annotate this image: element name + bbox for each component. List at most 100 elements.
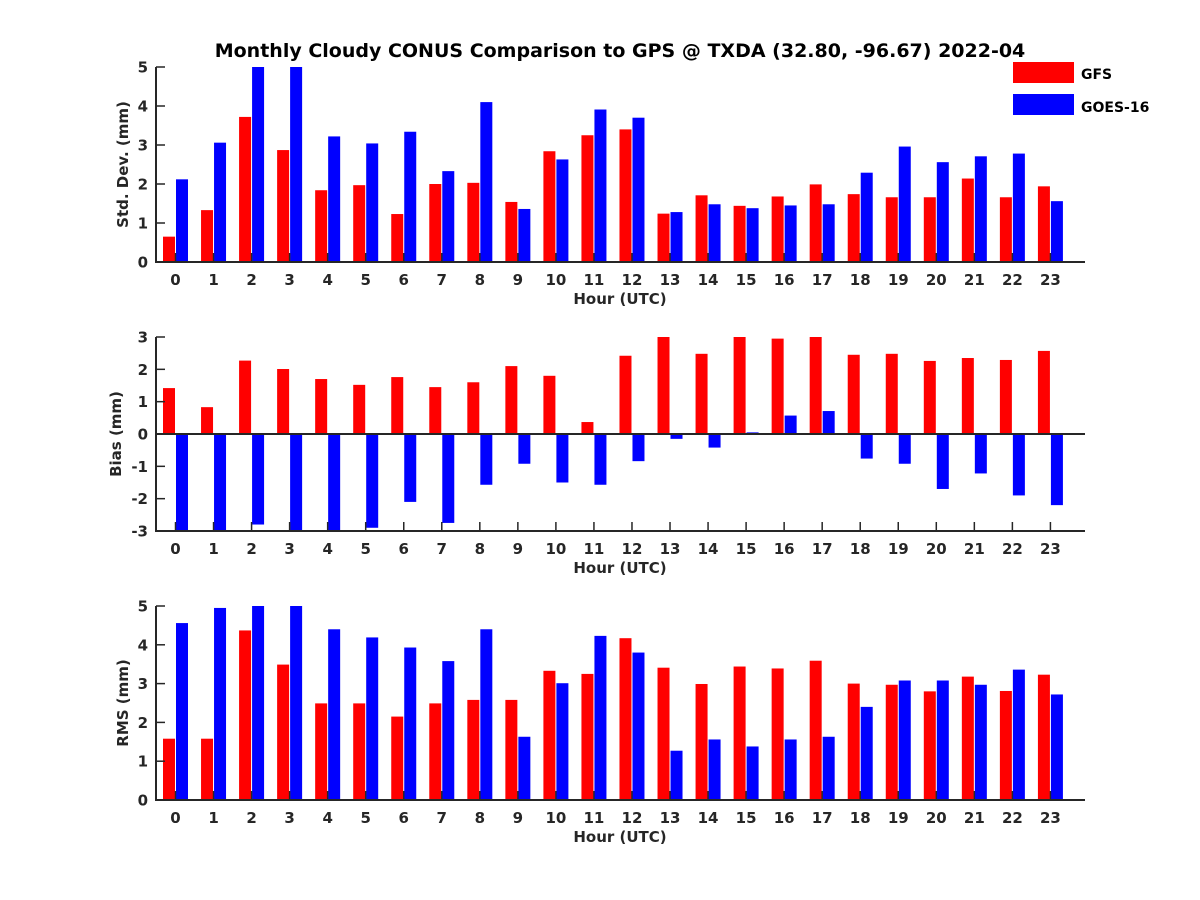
bar-gfs-hour-14 bbox=[695, 195, 708, 262]
bar-goes16-hour-16 bbox=[784, 739, 797, 800]
bar-goes16-hour-14 bbox=[708, 434, 721, 448]
x-tick-label: 17 bbox=[812, 540, 833, 558]
x-tick-label: 12 bbox=[622, 809, 643, 827]
x-tick-label: 2 bbox=[246, 271, 256, 289]
y-tick-label: 1 bbox=[138, 215, 148, 233]
x-tick-label: 9 bbox=[513, 540, 523, 558]
bar-goes16-hour-4 bbox=[328, 136, 341, 262]
y-tick-label: 1 bbox=[138, 753, 148, 771]
x-axis-label: Hour (UTC) bbox=[573, 828, 666, 846]
bar-goes16-hour-19 bbox=[898, 434, 911, 464]
bar-gfs-hour-22 bbox=[999, 690, 1012, 800]
bar-gfs-hour-10 bbox=[543, 151, 556, 262]
bar-gfs-hour-6 bbox=[391, 214, 404, 262]
legend-label-goes16: GOES-16 bbox=[1081, 100, 1149, 116]
x-tick-label: 8 bbox=[475, 809, 485, 827]
bar-gfs-hour-8 bbox=[467, 182, 480, 262]
bar-goes16-hour-12 bbox=[632, 652, 645, 800]
x-tick-label: 13 bbox=[660, 271, 681, 289]
x-tick-label: 6 bbox=[399, 271, 409, 289]
figure-title: Monthly Cloudy CONUS Comparison to GPS @… bbox=[215, 40, 1026, 62]
x-tick-label: 11 bbox=[584, 540, 605, 558]
bar-goes16-hour-10 bbox=[556, 683, 569, 800]
x-tick-label: 23 bbox=[1040, 809, 1061, 827]
x-tick-label: 9 bbox=[513, 809, 523, 827]
y-tick-label: -1 bbox=[131, 458, 148, 476]
bar-gfs-hour-22 bbox=[999, 197, 1012, 262]
bar-goes16-hour-23 bbox=[1050, 201, 1063, 262]
y-tick-label: -2 bbox=[131, 490, 148, 508]
bar-gfs-hour-15 bbox=[733, 666, 746, 800]
x-tick-label: 7 bbox=[437, 809, 447, 827]
legend-swatch-gfs bbox=[1013, 62, 1074, 83]
bar-gfs-hour-0 bbox=[163, 388, 175, 434]
x-tick-label: 2 bbox=[246, 809, 256, 827]
bar-gfs-hour-15 bbox=[733, 205, 746, 262]
bar-goes16-hour-4 bbox=[328, 629, 341, 800]
bar-goes16-hour-4 bbox=[328, 434, 341, 531]
x-tick-label: 13 bbox=[660, 809, 681, 827]
bar-gfs-hour-6 bbox=[391, 716, 404, 800]
bar-goes16-hour-7 bbox=[442, 434, 455, 523]
x-tick-label: 22 bbox=[1002, 809, 1023, 827]
x-tick-label: 10 bbox=[545, 809, 566, 827]
y-tick-label: 5 bbox=[138, 59, 148, 77]
x-tick-label: 15 bbox=[736, 271, 757, 289]
bar-gfs-hour-5 bbox=[353, 384, 366, 434]
bar-goes16-hour-7 bbox=[442, 171, 455, 262]
bar-gfs-hour-13 bbox=[657, 337, 670, 434]
bar-goes16-hour-3 bbox=[290, 606, 303, 800]
bar-gfs-hour-3 bbox=[277, 369, 290, 434]
x-tick-label: 19 bbox=[888, 271, 909, 289]
bar-gfs-hour-4 bbox=[315, 703, 328, 800]
y-tick-label: 3 bbox=[138, 137, 148, 155]
x-tick-label: 15 bbox=[736, 809, 757, 827]
bar-gfs-hour-12 bbox=[619, 638, 632, 800]
x-tick-label: 17 bbox=[812, 809, 833, 827]
x-tick-label: 7 bbox=[437, 540, 447, 558]
bar-gfs-hour-2 bbox=[239, 360, 252, 434]
y-tick-label: 5 bbox=[138, 598, 148, 616]
bar-goes16-hour-17 bbox=[822, 736, 835, 800]
bar-goes16-hour-19 bbox=[898, 680, 911, 800]
x-axis-label: Hour (UTC) bbox=[573, 559, 666, 577]
bar-goes16-hour-19 bbox=[898, 146, 911, 262]
y-tick-label: 3 bbox=[138, 675, 148, 693]
bar-goes16-hour-3 bbox=[290, 434, 303, 531]
x-tick-label: 11 bbox=[584, 271, 605, 289]
x-tick-label: 4 bbox=[322, 809, 332, 827]
x-tick-label: 0 bbox=[170, 540, 180, 558]
bar-goes16-hour-9 bbox=[518, 434, 531, 464]
y-tick-label: -3 bbox=[131, 523, 148, 541]
bar-goes16-hour-5 bbox=[366, 434, 379, 528]
bar-goes16-hour-9 bbox=[518, 208, 531, 262]
bar-gfs-hour-16 bbox=[771, 338, 784, 434]
bar-goes16-hour-2 bbox=[252, 67, 265, 262]
bar-goes16-hour-13 bbox=[670, 750, 683, 800]
bar-gfs-hour-5 bbox=[353, 185, 366, 262]
x-tick-label: 4 bbox=[322, 540, 332, 558]
bar-gfs-hour-18 bbox=[847, 354, 860, 434]
bar-gfs-hour-20 bbox=[923, 360, 936, 434]
bar-gfs-hour-17 bbox=[809, 184, 822, 262]
x-tick-label: 10 bbox=[545, 271, 566, 289]
x-tick-label: 16 bbox=[774, 271, 795, 289]
bar-goes16-hour-14 bbox=[708, 739, 721, 800]
x-tick-label: 4 bbox=[322, 271, 332, 289]
x-tick-label: 6 bbox=[399, 540, 409, 558]
bar-goes16-hour-3 bbox=[290, 67, 303, 262]
y-axis-label: Bias (mm) bbox=[107, 391, 125, 477]
y-tick-label: 0 bbox=[138, 426, 148, 444]
x-tick-label: 13 bbox=[660, 540, 681, 558]
bar-goes16-hour-21 bbox=[974, 156, 987, 262]
bar-gfs-hour-0 bbox=[163, 738, 175, 800]
x-tick-label: 16 bbox=[774, 540, 795, 558]
x-tick-label: 3 bbox=[284, 809, 294, 827]
bar-gfs-hour-21 bbox=[961, 358, 974, 434]
bar-goes16-hour-23 bbox=[1050, 694, 1063, 800]
bar-gfs-hour-8 bbox=[467, 699, 480, 800]
x-tick-label: 9 bbox=[513, 271, 523, 289]
